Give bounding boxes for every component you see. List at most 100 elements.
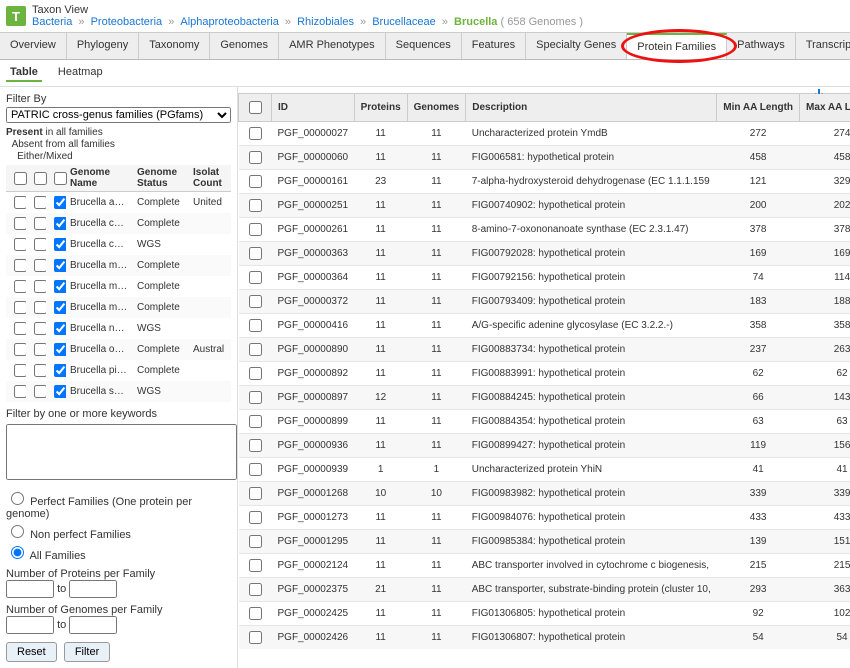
table-row[interactable]: PGF_000024251111FIG01306805: hypothetica… bbox=[239, 602, 850, 626]
table-row[interactable]: PGF_0000026111118-amino-7-oxononanoate s… bbox=[239, 218, 850, 242]
genome-checkbox[interactable] bbox=[34, 196, 46, 209]
tab-sequences[interactable]: Sequences bbox=[386, 33, 462, 59]
tab-pathways[interactable]: Pathways bbox=[727, 33, 796, 59]
table-row[interactable]: PGF_000008991111FIG00884354: hypothetica… bbox=[239, 410, 850, 434]
table-row[interactable]: PGF_000008971211FIG00884245: hypothetica… bbox=[239, 386, 850, 410]
table-row[interactable]: PGF_000012681010FIG00983982: hypothetica… bbox=[239, 482, 850, 506]
table-row[interactable]: PGF_000008921111FIG00883991: hypothetica… bbox=[239, 362, 850, 386]
genome-checkbox[interactable] bbox=[54, 238, 66, 251]
crumb-link[interactable]: Brucellaceae bbox=[372, 16, 436, 28]
genome-checkbox[interactable] bbox=[14, 280, 26, 293]
table-row[interactable]: PGF_0000093911Uncharacterized protein Yh… bbox=[239, 458, 850, 482]
row-checkbox[interactable] bbox=[249, 535, 262, 548]
genome-checkbox[interactable] bbox=[14, 322, 26, 335]
row-checkbox[interactable] bbox=[249, 223, 262, 236]
crumb-link[interactable]: Proteobacteria bbox=[91, 16, 163, 28]
tab-specialty-genes[interactable]: Specialty Genes bbox=[526, 33, 627, 59]
table-row[interactable]: PGF_000012731111FIG00984076: hypothetica… bbox=[239, 506, 850, 530]
crumb-link[interactable]: Rhizobiales bbox=[297, 16, 354, 28]
subtab-table[interactable]: Table bbox=[6, 64, 42, 82]
row-checkbox[interactable] bbox=[249, 127, 262, 140]
row-checkbox[interactable] bbox=[249, 631, 262, 644]
table-row[interactable]: PGF_000021241111ABC transporter involved… bbox=[239, 554, 850, 578]
row-checkbox[interactable] bbox=[249, 151, 262, 164]
radio-perfect[interactable] bbox=[11, 492, 24, 505]
row-checkbox[interactable] bbox=[249, 415, 262, 428]
row-checkbox[interactable] bbox=[249, 511, 262, 524]
genome-checkbox[interactable] bbox=[14, 343, 26, 356]
radio-non-perfect[interactable] bbox=[11, 525, 24, 538]
row-checkbox[interactable] bbox=[249, 439, 262, 452]
subtab-heatmap[interactable]: Heatmap bbox=[54, 64, 107, 82]
genome-checkbox[interactable] bbox=[54, 217, 66, 230]
genome-checkbox[interactable] bbox=[34, 238, 46, 251]
family-type-select[interactable]: PATRIC cross-genus families (PGfams) bbox=[6, 107, 231, 123]
genome-checkbox[interactable] bbox=[34, 343, 46, 356]
row-checkbox[interactable] bbox=[249, 319, 262, 332]
reset-button[interactable]: Reset bbox=[6, 642, 57, 662]
genome-row[interactable]: Brucella neotomae 5K33WGS bbox=[6, 318, 231, 339]
radio-all[interactable] bbox=[11, 546, 24, 559]
column-header[interactable]: Genomes bbox=[407, 94, 466, 122]
row-checkbox[interactable] bbox=[249, 463, 262, 476]
select-all-checkbox[interactable] bbox=[249, 101, 262, 114]
table-row[interactable]: PGF_000023752111ABC transporter, substra… bbox=[239, 578, 850, 602]
table-row[interactable]: PGF_000000271111Uncharacterized protein … bbox=[239, 122, 850, 146]
genome-checkbox[interactable] bbox=[14, 196, 26, 209]
tab-phylogeny[interactable]: Phylogeny bbox=[67, 33, 139, 59]
tab-transcriptomics[interactable]: Transcriptomics bbox=[796, 33, 850, 59]
genome-checkbox[interactable] bbox=[14, 217, 26, 230]
table-row[interactable]: PGF_0000016123117-alpha-hydroxysteroid d… bbox=[239, 170, 850, 194]
genome-col-checkbox[interactable] bbox=[14, 172, 27, 185]
genome-checkbox[interactable] bbox=[14, 238, 26, 251]
genome-checkbox[interactable] bbox=[54, 301, 66, 314]
column-header[interactable]: Description bbox=[466, 94, 717, 122]
keyword-filter-input[interactable] bbox=[6, 424, 237, 480]
table-row[interactable]: PGF_000012951111FIG00985384: hypothetica… bbox=[239, 530, 850, 554]
genome-checkbox[interactable] bbox=[54, 322, 66, 335]
row-checkbox[interactable] bbox=[249, 199, 262, 212]
row-checkbox[interactable] bbox=[249, 583, 262, 596]
proteins-min-input[interactable] bbox=[6, 580, 54, 598]
genome-checkbox[interactable] bbox=[34, 217, 46, 230]
column-header[interactable]: ID bbox=[272, 94, 355, 122]
tab-taxonomy[interactable]: Taxonomy bbox=[139, 33, 210, 59]
row-checkbox[interactable] bbox=[249, 295, 262, 308]
filter-button[interactable]: Filter bbox=[64, 642, 110, 662]
row-checkbox[interactable] bbox=[249, 175, 262, 188]
table-row[interactable]: PGF_000003641111FIG00792156: hypothetica… bbox=[239, 266, 850, 290]
crumb-link[interactable]: Bacteria bbox=[32, 16, 72, 28]
genome-row[interactable]: Brucella canis ATCC 233Complete bbox=[6, 213, 231, 234]
genomes-max-input[interactable] bbox=[69, 616, 117, 634]
tab-amr-phenotypes[interactable]: AMR Phenotypes bbox=[279, 33, 386, 59]
table-row[interactable]: PGF_000008901111FIG00883734: hypothetica… bbox=[239, 338, 850, 362]
genome-checkbox[interactable] bbox=[34, 364, 46, 377]
row-checkbox[interactable] bbox=[249, 271, 262, 284]
table-row[interactable]: PGF_000002511111FIG00740902: hypothetica… bbox=[239, 194, 850, 218]
genome-checkbox[interactable] bbox=[34, 301, 46, 314]
genome-row[interactable]: Brucella ovis ATCC 2584CompleteAustral bbox=[6, 339, 231, 360]
genome-row[interactable]: Brucella ceti M644/93/1WGS bbox=[6, 234, 231, 255]
table-row[interactable]: PGF_000003721111FIG00793409: hypothetica… bbox=[239, 290, 850, 314]
genome-checkbox[interactable] bbox=[54, 196, 66, 209]
row-checkbox[interactable] bbox=[249, 487, 262, 500]
column-header[interactable]: Proteins bbox=[354, 94, 407, 122]
proteins-max-input[interactable] bbox=[69, 580, 117, 598]
genome-checkbox[interactable] bbox=[54, 343, 66, 356]
genome-row[interactable]: Brucella abortus bv. 1 str.CompleteUnite… bbox=[6, 192, 231, 214]
genome-checkbox[interactable] bbox=[54, 385, 66, 398]
genome-checkbox[interactable] bbox=[54, 364, 66, 377]
row-checkbox[interactable] bbox=[249, 343, 262, 356]
genome-checkbox[interactable] bbox=[14, 301, 26, 314]
genome-checkbox[interactable] bbox=[14, 259, 26, 272]
column-header[interactable]: Min AA Length bbox=[717, 94, 800, 122]
genome-row[interactable]: Brucella pinnipedialis B2/Complete bbox=[6, 360, 231, 381]
genomes-min-input[interactable] bbox=[6, 616, 54, 634]
tab-protein-families[interactable]: Protein Families bbox=[627, 33, 727, 59]
row-checkbox[interactable] bbox=[249, 559, 262, 572]
genome-checkbox[interactable] bbox=[34, 280, 46, 293]
tab-features[interactable]: Features bbox=[462, 33, 526, 59]
genome-col-checkbox[interactable] bbox=[54, 172, 67, 185]
row-checkbox[interactable] bbox=[249, 391, 262, 404]
tab-genomes[interactable]: Genomes bbox=[210, 33, 279, 59]
